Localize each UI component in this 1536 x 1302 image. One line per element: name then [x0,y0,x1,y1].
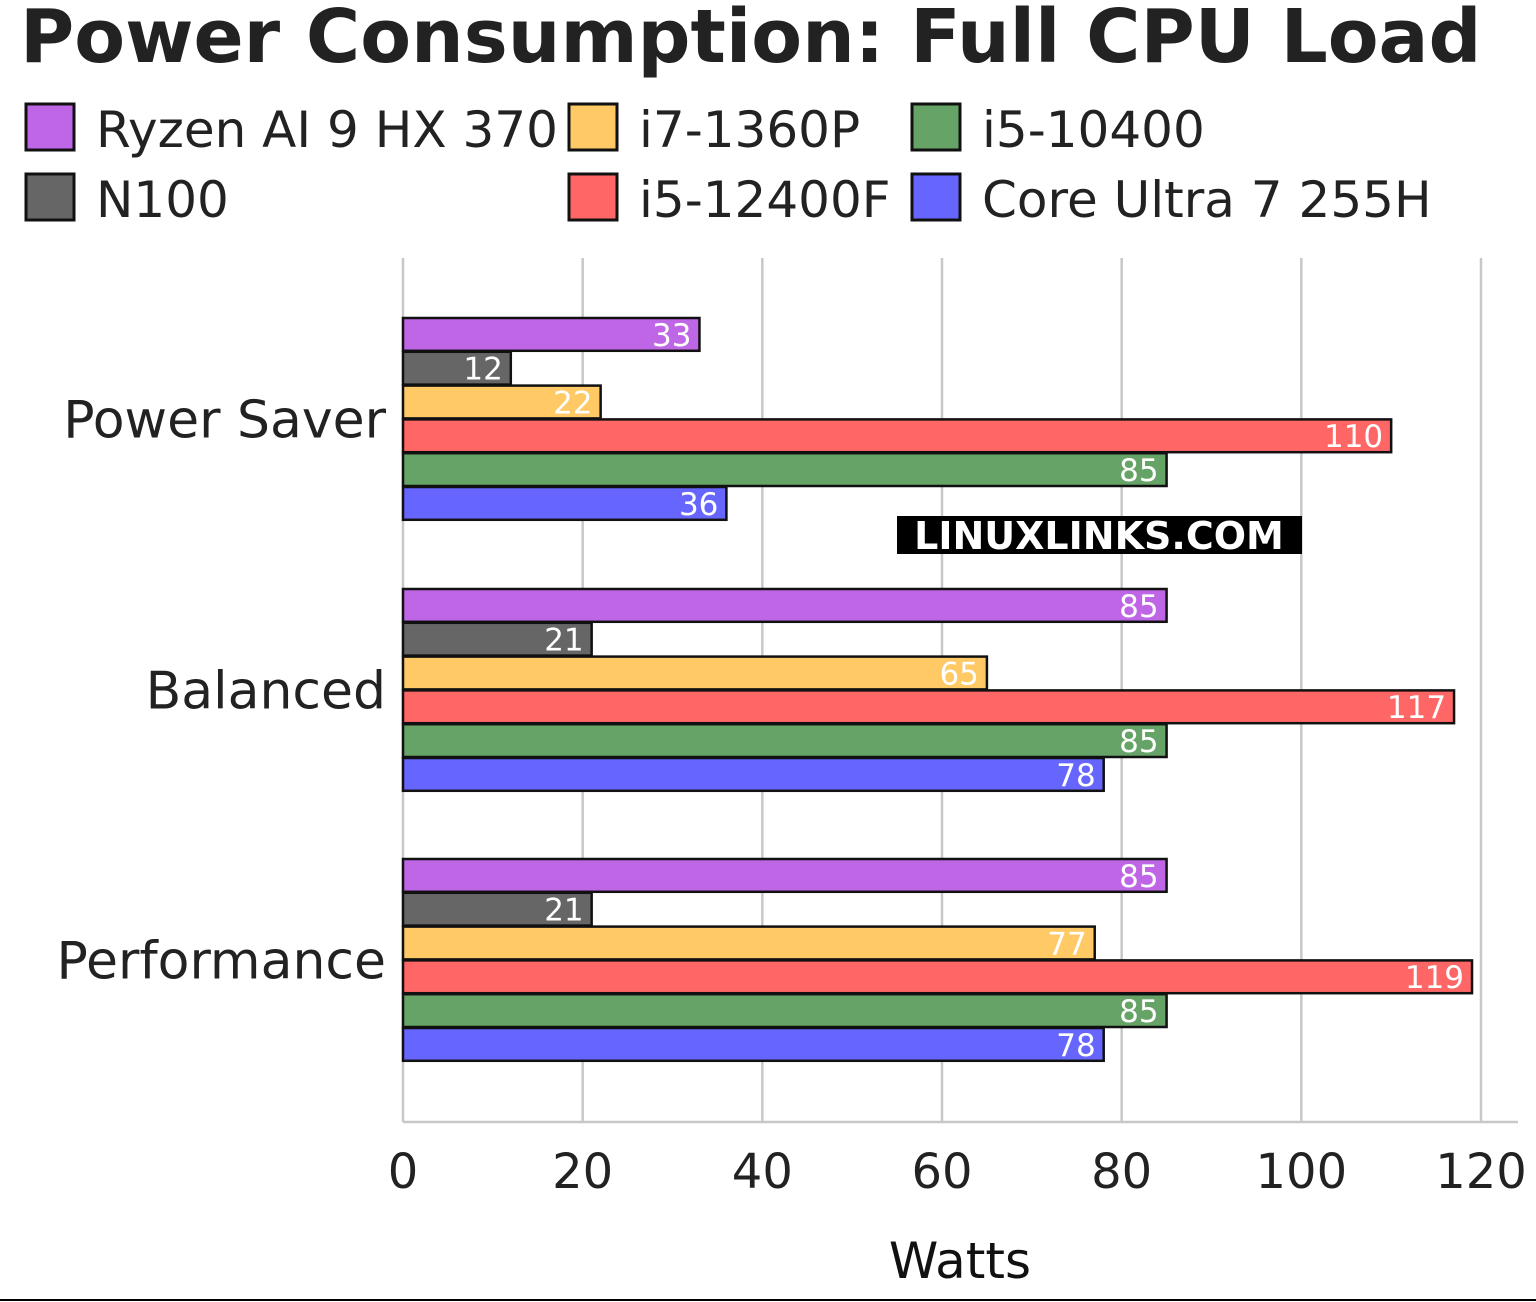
bar-value-label: 22 [553,385,592,421]
x-tick-label: 60 [911,1144,972,1200]
bar-value-label: 117 [1387,690,1446,726]
legend-swatch [910,172,962,222]
x-axis-label: Watts [889,1232,1031,1290]
legend-label: N100 [96,171,229,229]
bar-value-label: 110 [1324,419,1383,455]
bar-value-label: 21 [544,623,583,659]
legend-label: Core Ultra 7 255H [982,171,1432,229]
x-tick-label: 40 [732,1144,793,1200]
bar-value-label: 78 [1056,758,1095,794]
bar-value-label: 12 [463,352,502,388]
bar-value-label: 33 [652,318,691,354]
bar [401,756,1105,793]
bar-value-label: 85 [1119,724,1158,760]
bar [401,621,593,657]
bar-value-label: 119 [1405,960,1464,996]
watermark: LINUXLINKS.COM [897,514,1302,558]
bar [401,722,1168,759]
bar [401,587,1168,624]
x-axis-ticks: 0 20 40 60 80 100 120 [388,1144,1527,1200]
x-tick-label: 0 [388,1144,419,1200]
bar [401,1026,1105,1063]
bar [401,485,728,522]
y-category-label: Balanced [146,661,386,721]
bar-value-label: 36 [679,487,718,523]
legend-swatch [567,102,619,152]
bar [401,925,1096,961]
x-tick-label: 120 [1435,1144,1527,1200]
bar [401,857,1168,894]
bar-value-label: 77 [1047,926,1086,962]
legend-label: Ryzen AI 9 HX 370 [96,101,558,159]
bar-value-label: 78 [1056,1028,1095,1064]
bars: 33 12 22 110 85 36 85 21 65 117 85 78 85 21 77 119 85 78 [401,316,1474,1064]
legend-swatch [910,102,962,152]
bar [401,316,701,353]
y-category-label: Performance [56,931,386,991]
bar-value-label: 85 [1119,859,1158,895]
bar-value-label: 65 [939,656,978,692]
bar [401,451,1168,488]
legend-label: i5-12400F [639,171,891,229]
legend-swatch [24,172,76,222]
watermark-text: LINUXLINKS.COM [914,514,1284,558]
bar [401,689,1456,725]
legend: Ryzen AI 9 HX 370 i7-1360P i5-10400 N100 i5-… [24,101,1432,229]
legend-swatch [567,172,619,222]
bar-value-label: 85 [1119,994,1158,1030]
legend-label: i7-1360P [639,101,860,159]
x-tick-label: 80 [1091,1144,1152,1200]
x-tick-label: 100 [1256,1144,1348,1200]
legend-label: i5-10400 [982,101,1205,159]
bar [401,418,1393,454]
x-tick-label: 20 [552,1144,613,1200]
y-axis-labels: Power Saver Balanced Performance [56,390,386,991]
bar [401,992,1168,1029]
y-category-label: Power Saver [63,390,386,450]
bar [401,655,989,691]
legend-swatch [24,102,76,152]
bar [401,384,602,420]
bar [401,959,1474,995]
bar-value-label: 85 [1119,589,1158,625]
chart-title: Power Consumption: Full CPU Load [20,0,1481,80]
bar-value-label: 85 [1119,453,1158,489]
bar-value-label: 21 [544,893,583,929]
